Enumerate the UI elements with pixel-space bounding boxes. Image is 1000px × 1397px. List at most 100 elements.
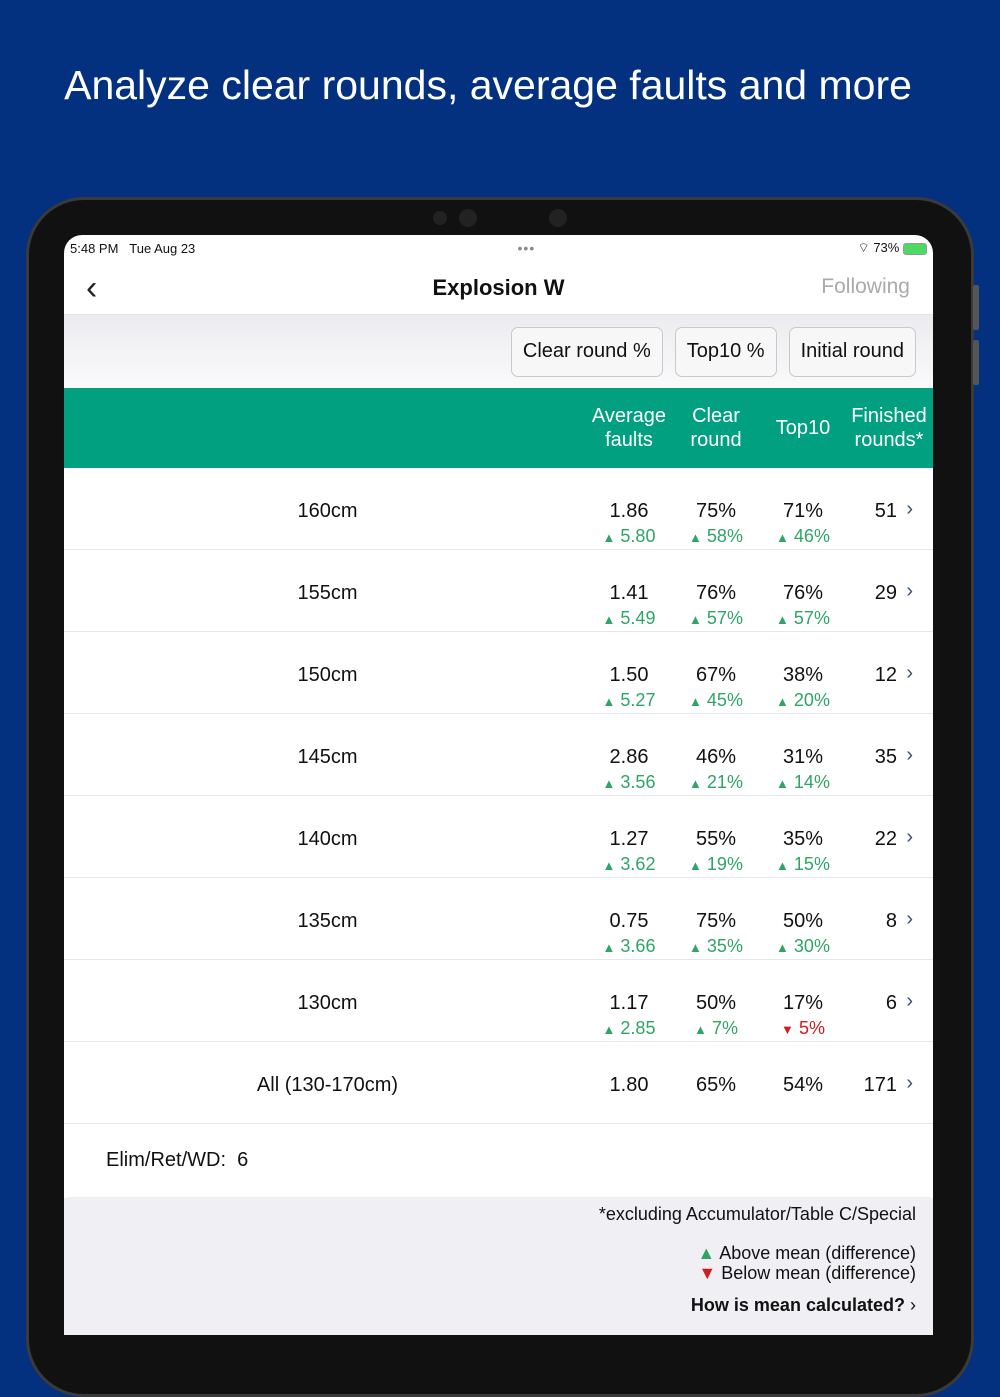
top10-value: 50%	[782, 910, 824, 932]
header-top10[interactable]: Top10	[775, 417, 831, 439]
finished-value: 6	[885, 992, 897, 1014]
status-bar: 5:48 PM Tue Aug 23 ••• ⌔ 73%	[64, 235, 933, 261]
clear-diff-value: 19%	[706, 854, 743, 874]
table-row[interactable]: 160cm 1.86 ▲ 5.80 75% ▲ 58% 71% ▲ 46% 51 ›	[64, 468, 933, 550]
table-row[interactable]: 140cm 1.27 ▲ 3.62 55% ▲ 19% 35% ▲ 15% 22 ›	[64, 796, 933, 878]
top10-filter-button[interactable]: Top10 %	[674, 326, 777, 377]
header-text: Average	[591, 405, 667, 427]
top10-diff-value: 57%	[793, 608, 830, 628]
header-text: round	[690, 429, 742, 451]
triangle-up-icon: ▲	[602, 612, 616, 627]
chevron-right-icon[interactable]: ›	[906, 1072, 913, 1094]
multitask-dots-icon[interactable]: •••	[517, 240, 536, 256]
avg-diff: ▲ 5.80	[584, 526, 674, 547]
wifi-icon: ⌔	[857, 240, 870, 255]
mean-info-link[interactable]: How is mean calculated? ›	[691, 1295, 916, 1316]
clear-value: 67%	[695, 664, 737, 686]
clear-value: 65%	[695, 1074, 737, 1096]
chevron-right-icon[interactable]: ›	[906, 990, 913, 1012]
avg-diff: ▲ 5.49	[584, 608, 674, 629]
triangle-up-icon: ▲	[602, 776, 616, 791]
clear-diff: ▲ 45%	[671, 690, 761, 711]
table-row[interactable]: 135cm 0.75 ▲ 3.66 75% ▲ 35% 50% ▲ 30% 8 ›	[64, 878, 933, 960]
top10-diff-value: 15%	[793, 854, 830, 874]
header-text: Clear	[692, 405, 740, 427]
chevron-right-icon[interactable]: ›	[906, 908, 913, 930]
clear-round-filter-button[interactable]: Clear round %	[510, 326, 663, 377]
clear-diff: ▲ 21%	[671, 772, 761, 793]
avg-diff: ▲ 3.62	[584, 854, 674, 875]
clear-diff: ▲ 19%	[671, 854, 761, 875]
triangle-up-icon: ▲	[697, 1243, 716, 1263]
triangle-up-icon: ▲	[689, 858, 702, 873]
following-button[interactable]: Following	[821, 275, 910, 298]
header-clear-round[interactable]: Clear round	[671, 404, 761, 452]
sensor-icon	[549, 209, 567, 227]
chevron-right-icon[interactable]: ›	[906, 662, 913, 684]
triangle-up-icon: ▲	[689, 530, 702, 545]
filter-bar: Clear round % Top10 % Initial round	[64, 315, 933, 388]
avg-diff: ▲ 3.66	[584, 936, 674, 957]
triangle-up-icon: ▲	[694, 1022, 707, 1037]
legend-above: ▲ Above mean (difference)	[697, 1243, 916, 1264]
avg-diff-value: 5.27	[620, 690, 656, 710]
footer: *excluding Accumulator/Table C/Special ▲…	[64, 1198, 933, 1335]
initial-round-filter-button[interactable]: Initial round	[788, 326, 916, 377]
header-finished-rounds[interactable]: Finished rounds*	[844, 404, 933, 452]
triangle-up-icon: ▲	[602, 858, 616, 873]
clear-diff-value: 57%	[706, 608, 743, 628]
chevron-right-icon[interactable]: ›	[906, 580, 913, 602]
finished-value: 12	[874, 664, 897, 686]
table-row[interactable]: 155cm 1.41 ▲ 5.49 76% ▲ 57% 76% ▲ 57% 29 ›	[64, 550, 933, 632]
triangle-up-icon: ▲	[776, 612, 789, 627]
top10-diff-value: 14%	[793, 772, 830, 792]
top10-value: 54%	[782, 1074, 824, 1096]
chevron-right-icon[interactable]: ›	[906, 498, 913, 520]
header-average-faults[interactable]: Average faults	[584, 404, 674, 452]
triangle-up-icon: ▲	[602, 940, 616, 955]
clear-diff-value: 7%	[711, 1018, 738, 1038]
avg-value: 1.80	[609, 1074, 649, 1096]
camera-icon	[459, 209, 477, 227]
back-chevron-icon[interactable]: ‹	[86, 269, 98, 307]
avg-value: 1.41	[609, 582, 649, 604]
chevron-right-icon[interactable]: ›	[906, 744, 913, 766]
top10-diff: ▲ 57%	[758, 608, 848, 629]
avg-diff-value: 5.49	[620, 608, 656, 628]
clear-diff: ▲ 7%	[671, 1018, 761, 1039]
legend-below: ▼ Below mean (difference)	[698, 1263, 916, 1284]
avg-diff-value: 3.66	[620, 936, 656, 956]
nav-bar: ‹ Explosion W Following	[64, 261, 933, 315]
finished-value: 35	[874, 746, 897, 768]
elim-summary: Elim/Ret/WD: 6	[67, 1124, 930, 1198]
clear-diff-value: 21%	[706, 772, 743, 792]
finished-value: 22	[874, 828, 897, 850]
avg-value: 1.50	[609, 664, 649, 686]
finished-value: 29	[874, 582, 897, 604]
table-row[interactable]: All (130-170cm) 1.80 65% 54% 171 ›	[64, 1042, 933, 1124]
top10-value: 71%	[782, 500, 824, 522]
clear-value: 75%	[695, 910, 737, 932]
clear-diff-value: 35%	[706, 936, 743, 956]
avg-diff-value: 3.56	[620, 772, 656, 792]
table-row[interactable]: 145cm 2.86 ▲ 3.56 46% ▲ 21% 31% ▲ 14% 35 ›	[64, 714, 933, 796]
clear-value: 46%	[695, 746, 737, 768]
table-row[interactable]: 150cm 1.50 ▲ 5.27 67% ▲ 45% 38% ▲ 20% 12 ›	[64, 632, 933, 714]
footnote: *excluding Accumulator/Table C/Special	[598, 1204, 916, 1224]
avg-diff: ▲ 5.27	[584, 690, 674, 711]
row-label: 160cm	[297, 500, 358, 522]
status-date: Tue Aug 23	[129, 240, 196, 256]
row-label: 155cm	[297, 582, 358, 604]
header-text: Finished	[851, 405, 927, 427]
avg-value: 2.86	[609, 746, 649, 768]
top10-diff: ▲ 46%	[758, 526, 848, 547]
top10-value: 31%	[782, 746, 824, 768]
triangle-up-icon: ▲	[776, 940, 789, 955]
volume-button	[973, 285, 979, 330]
legend-below-text: Below mean (difference)	[721, 1263, 916, 1283]
table-row[interactable]: 130cm 1.17 ▲ 2.85 50% ▲ 7% 17% ▼ 5% 6 ›	[64, 960, 933, 1042]
chevron-right-icon[interactable]: ›	[906, 826, 913, 848]
triangle-down-icon: ▼	[781, 1022, 794, 1037]
clear-diff-value: 45%	[706, 690, 743, 710]
top10-value: 17%	[782, 992, 824, 1014]
